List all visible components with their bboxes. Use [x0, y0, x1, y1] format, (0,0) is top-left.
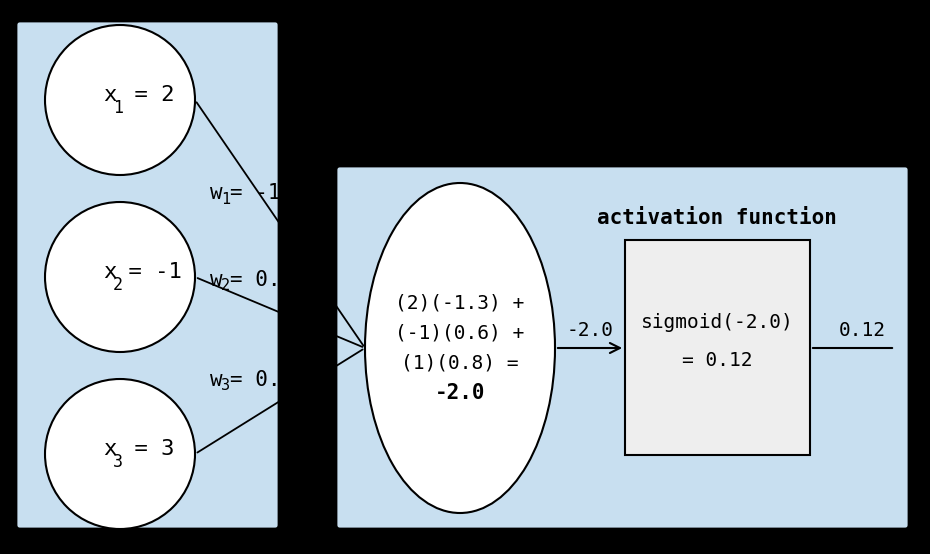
Text: (-1)(0.6) +: (-1)(0.6) + — [395, 324, 525, 342]
Text: w: w — [210, 370, 222, 390]
Text: = -1: = -1 — [114, 262, 181, 282]
FancyBboxPatch shape — [625, 240, 810, 455]
Text: 3: 3 — [113, 453, 123, 471]
Circle shape — [45, 379, 195, 529]
Text: = 0.6: = 0.6 — [230, 270, 293, 290]
Text: activation function: activation function — [597, 208, 837, 228]
Text: = 3: = 3 — [121, 439, 175, 459]
Circle shape — [45, 202, 195, 352]
Text: = -1.3: = -1.3 — [230, 183, 306, 203]
FancyBboxPatch shape — [336, 166, 909, 529]
Circle shape — [45, 25, 195, 175]
Text: x: x — [103, 262, 116, 282]
Text: -2.0: -2.0 — [434, 383, 485, 403]
Text: x: x — [103, 439, 116, 459]
Text: 3: 3 — [221, 378, 230, 393]
Text: (2)(-1.3) +: (2)(-1.3) + — [395, 294, 525, 312]
Text: -2.0: -2.0 — [566, 321, 614, 340]
Text: 1: 1 — [113, 99, 123, 117]
Text: w: w — [210, 270, 222, 290]
Text: 1: 1 — [221, 192, 230, 207]
Text: = 2: = 2 — [121, 85, 175, 105]
Text: (1)(0.8) =: (1)(0.8) = — [401, 353, 519, 372]
FancyBboxPatch shape — [16, 21, 279, 529]
Ellipse shape — [365, 183, 555, 513]
Text: 2: 2 — [113, 276, 123, 294]
Text: = 0.4: = 0.4 — [230, 370, 293, 390]
Text: x: x — [103, 85, 116, 105]
Text: 0.12: 0.12 — [839, 321, 885, 340]
Text: 2: 2 — [221, 279, 230, 294]
Text: = 0.12: = 0.12 — [682, 351, 752, 370]
Text: sigmoid(-2.0): sigmoid(-2.0) — [641, 312, 793, 331]
Text: w: w — [210, 183, 222, 203]
